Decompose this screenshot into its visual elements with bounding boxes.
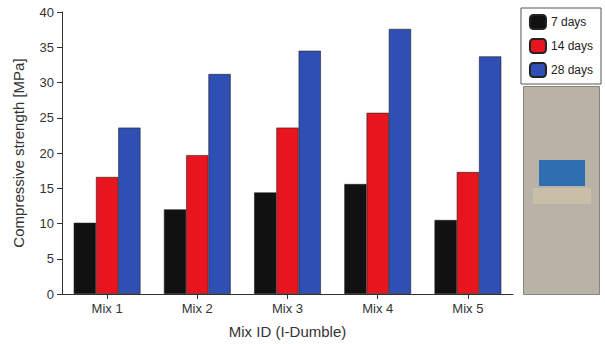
svg-text:Mix 2: Mix 2 — [182, 301, 213, 316]
svg-text:Mix ID (I-Dumble): Mix ID (I-Dumble) — [229, 323, 347, 340]
svg-text:14 days: 14 days — [551, 39, 593, 53]
svg-text:15: 15 — [40, 181, 54, 196]
svg-text:0: 0 — [47, 287, 54, 302]
svg-text:28 days: 28 days — [551, 63, 593, 77]
svg-text:Compressive strength [MPa]: Compressive strength [MPa] — [10, 58, 27, 247]
svg-text:Mix 4: Mix 4 — [362, 301, 393, 316]
svg-text:20: 20 — [40, 146, 54, 161]
svg-text:Mix 3: Mix 3 — [272, 301, 303, 316]
svg-text:25: 25 — [40, 110, 54, 125]
svg-text:7 days: 7 days — [551, 15, 586, 29]
svg-text:30: 30 — [40, 75, 54, 90]
svg-text:5: 5 — [47, 251, 54, 266]
svg-text:Mix 1: Mix 1 — [92, 301, 123, 316]
svg-text:10: 10 — [40, 216, 54, 231]
svg-text:40: 40 — [40, 5, 54, 20]
svg-text:35: 35 — [40, 40, 54, 55]
svg-text:Mix 5: Mix 5 — [452, 301, 483, 316]
